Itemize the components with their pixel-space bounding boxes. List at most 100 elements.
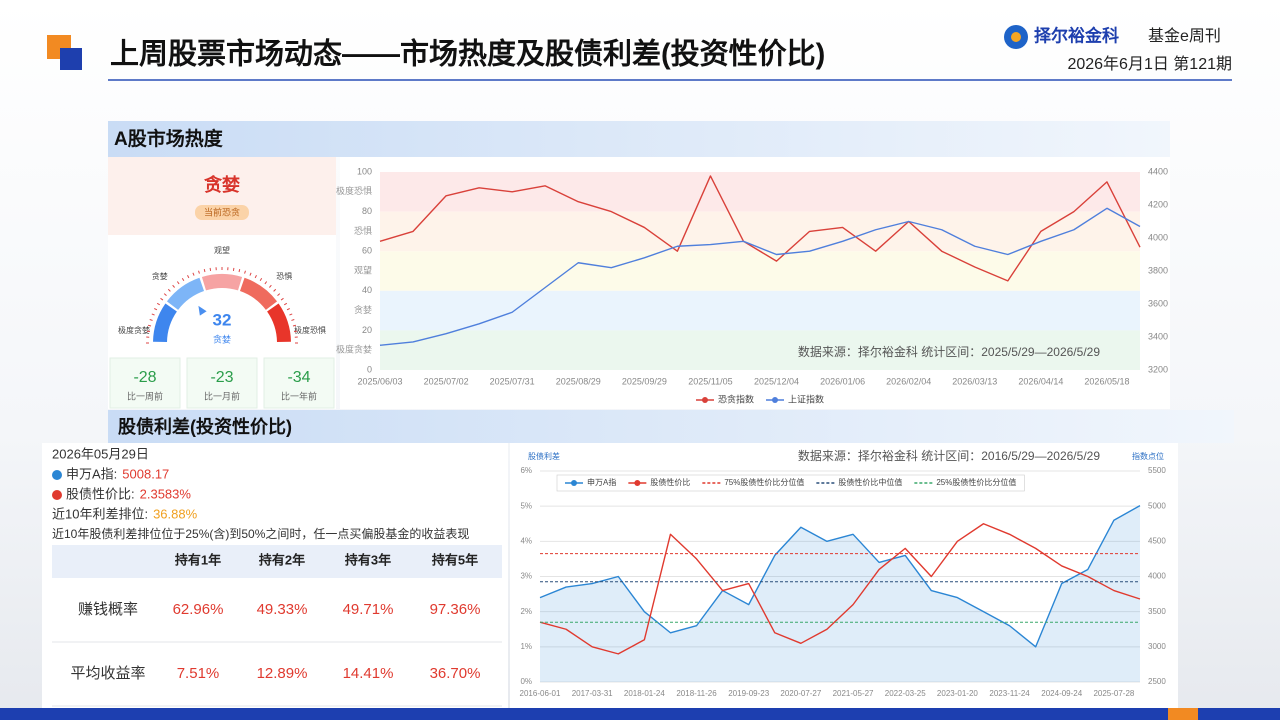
x-tick-label: 2025/07/31 xyxy=(490,376,535,386)
y-tick-label: 40 xyxy=(362,285,372,295)
legend-label: 上证指数 xyxy=(788,393,824,404)
y2-tick-label: 3500 xyxy=(1148,607,1166,616)
gauge-tick xyxy=(187,275,190,279)
issue: 2026年6月1日 第121期 xyxy=(1067,55,1232,73)
gauge-tick xyxy=(163,293,167,296)
x-tick-label: 2025/11/05 xyxy=(688,376,732,386)
legend-swatch-dot xyxy=(634,480,641,486)
table-cell: 7.51% xyxy=(177,665,220,682)
change-box xyxy=(186,357,258,409)
y2-tick-label: 3800 xyxy=(1148,265,1168,275)
x-tick-label: 2019-09-23 xyxy=(728,689,769,698)
y-tick-label: 5% xyxy=(520,501,532,510)
section-bar xyxy=(108,121,1170,157)
y2-tick-label: 3600 xyxy=(1148,298,1168,308)
y-tick-label: 80 xyxy=(362,206,372,216)
legend-label: 75%股债性价比分位值 xyxy=(724,477,804,487)
gauge-tick xyxy=(198,270,200,274)
gauge-tick xyxy=(244,270,246,274)
info-value: 36.88% xyxy=(153,506,198,521)
source-note: 数据来源：择尔裕金科 统计区间：2016/5/29—2026/5/29 xyxy=(798,448,1100,463)
gauge-tick xyxy=(286,308,290,311)
gauge-tick xyxy=(176,281,180,285)
gauge-tick xyxy=(259,277,263,282)
y2-tick-label: 3000 xyxy=(1148,642,1166,651)
x-tick-label: 2017-03-31 xyxy=(572,689,613,698)
y-tick-label: 6% xyxy=(520,466,532,475)
info-date: 2026年05月29日 xyxy=(52,446,149,461)
table-row-label: 平均收益率 xyxy=(70,665,145,682)
x-tick-label: 2023-11-24 xyxy=(989,689,1030,698)
y2-tick-label: 5000 xyxy=(1148,501,1166,510)
table-cell: 12.89% xyxy=(257,665,308,682)
table-cell: 14.41% xyxy=(343,665,394,682)
x-tick-label: 2022-03-25 xyxy=(885,689,926,698)
x-tick-label: 2018-11-26 xyxy=(676,689,717,698)
source-note: 数据来源：择尔裕金科 统计区间：2025/5/29—2026/5/29 xyxy=(798,344,1100,359)
series-line xyxy=(539,504,1141,648)
gauge-scale-label: 观望 xyxy=(214,245,230,255)
zone-band xyxy=(380,290,1140,331)
zone-band xyxy=(380,330,1140,370)
gauge-tick xyxy=(203,268,206,273)
gauge-tick xyxy=(249,272,252,276)
gauge-value-label: 贪婪 xyxy=(213,333,231,344)
zone-label: 恐惧 xyxy=(354,225,372,236)
x-tick-label: 2018-01-24 xyxy=(624,689,665,698)
gauge-header xyxy=(108,157,336,235)
info-value: 2.3583% xyxy=(140,486,192,501)
gauge-tick xyxy=(273,288,277,292)
y2-tick-label: 2500 xyxy=(1148,677,1166,686)
gauge-tick xyxy=(292,324,297,327)
y-tick-label: 100 xyxy=(357,166,372,176)
brand-name: 择尔裕金科 xyxy=(1034,25,1119,45)
change-value: -28 xyxy=(133,369,156,386)
x-tick-label: 2021-05-27 xyxy=(833,689,874,698)
x-tick-label: 2026/04/14 xyxy=(1018,376,1063,386)
table-header: 持有2年 xyxy=(259,552,305,567)
table-cell: 36.70% xyxy=(430,665,481,682)
footer-accent xyxy=(1168,708,1198,720)
section-bar xyxy=(108,410,1234,443)
y2-tick-label: 4000 xyxy=(1148,232,1168,242)
gauge-tick xyxy=(238,268,241,273)
change-label: 比一年前 xyxy=(281,390,317,401)
legend-label: 25%股债性价比分位值 xyxy=(936,477,1016,487)
section-title: 股债利差(投资性价比) xyxy=(117,416,292,437)
brand-logo-dot xyxy=(1011,32,1021,42)
zone-band xyxy=(380,251,1140,291)
x-tick-label: 2026/01/06 xyxy=(820,376,865,386)
table-header: 持有1年 xyxy=(175,552,221,567)
change-value: -23 xyxy=(210,369,233,386)
y-tick-label: 60 xyxy=(362,246,372,256)
table-cell: 49.33% xyxy=(257,601,308,618)
gauge-tick xyxy=(289,313,293,316)
info-value: 5008.17 xyxy=(122,466,169,481)
table-header: 持有3年 xyxy=(345,552,391,567)
y-tick-label: 1% xyxy=(520,642,532,651)
x-tick-label: 2023-01-20 xyxy=(937,689,978,698)
gauge-tick xyxy=(181,277,185,282)
x-tick-label: 2024-09-24 xyxy=(1041,689,1082,698)
gauge-pointer xyxy=(198,305,207,316)
gauge-tick xyxy=(147,324,152,327)
info-note: 近10年股债利差排位位于25%(含)到50%之间时，任一点买偏股基金的收益表现 xyxy=(52,526,469,541)
table-cell: 49.71% xyxy=(343,601,394,618)
y2-tick-label: 4400 xyxy=(1148,166,1168,176)
table-row-label: 赚钱概率 xyxy=(78,601,138,618)
gauge-tick xyxy=(149,319,153,321)
gauge-segment xyxy=(166,277,205,311)
y-tick-label: 2% xyxy=(520,607,532,616)
header-square-blue xyxy=(60,48,82,70)
gauge-tick xyxy=(283,302,288,306)
info-label: 近10年利差排位: xyxy=(52,506,148,521)
series-area xyxy=(540,505,1140,682)
table-header: 持有5年 xyxy=(432,552,478,567)
gauge-tick xyxy=(192,272,195,276)
section-title: A股市场热度 xyxy=(114,127,224,150)
zone-label: 观望 xyxy=(354,264,372,275)
info-dot xyxy=(52,470,62,480)
y-tick-label: 0% xyxy=(520,677,532,686)
